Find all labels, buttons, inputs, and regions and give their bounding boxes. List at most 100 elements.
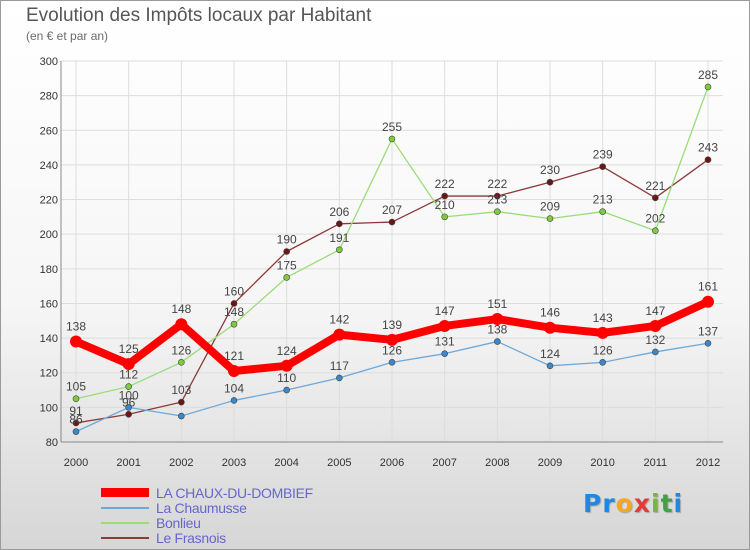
x-tick-label: 2003	[222, 457, 246, 469]
data-point	[72, 419, 80, 427]
data-point	[704, 83, 712, 91]
data-label: 146	[540, 306, 560, 320]
legend-item: La Chaumusse	[101, 499, 313, 516]
data-label: 117	[330, 359, 349, 373]
logo-letter: i	[651, 489, 661, 518]
data-point	[72, 428, 80, 435]
y-tick-label: 160	[40, 298, 58, 310]
data-label: 210	[435, 198, 455, 212]
data-point	[704, 156, 712, 164]
legend-label: Bonlieu	[156, 514, 201, 531]
data-label: 243	[698, 141, 718, 155]
logo-letter: o	[615, 489, 634, 518]
data-label: 222	[435, 177, 455, 191]
legend-item: LA CHAUX-DU-DOMBIEF	[101, 484, 313, 501]
legend-label: LA CHAUX-DU-DOMBIEF	[156, 484, 313, 501]
data-point	[386, 333, 398, 346]
data-label: 148	[171, 302, 191, 316]
x-tick-label: 2008	[485, 457, 509, 469]
data-point	[491, 313, 504, 326]
y-tick-label: 220	[40, 195, 58, 207]
data-label: 142	[329, 313, 349, 327]
data-point	[125, 410, 132, 418]
data-label: 148	[224, 305, 244, 319]
y-tick-label: 100	[40, 402, 58, 414]
data-point	[546, 362, 554, 370]
data-point	[175, 318, 188, 331]
legend-swatch	[101, 488, 149, 497]
data-point	[494, 338, 501, 345]
data-label: 230	[540, 163, 560, 177]
data-label: 239	[593, 148, 613, 162]
legend-item: Le Frasnois	[101, 529, 313, 546]
data-label: 160	[224, 284, 244, 298]
data-point	[441, 350, 448, 357]
data-label: 138	[66, 320, 86, 334]
data-label: 207	[382, 203, 402, 217]
series	[70, 83, 714, 435]
grid	[61, 60, 723, 443]
y-tick-label: 260	[40, 125, 58, 137]
logo-letter: P	[583, 489, 603, 518]
y-tick-label: 140	[40, 333, 58, 345]
data-point	[546, 215, 554, 222]
data-point	[599, 208, 606, 215]
x-tick-label: 2005	[327, 457, 351, 469]
data-point	[494, 192, 501, 200]
y-tick-label: 280	[40, 91, 58, 103]
data-point	[283, 248, 290, 255]
y-tick-label: 200	[40, 229, 58, 241]
legend-label: Le Frasnois	[156, 529, 226, 546]
data-label: 190	[277, 233, 297, 247]
data-point	[441, 192, 448, 200]
data-point	[388, 359, 396, 366]
y-tick-label: 120	[40, 368, 58, 380]
data-point	[599, 359, 606, 366]
proxiti-logo: Proxiti	[583, 489, 683, 518]
data-label: 132	[645, 333, 665, 347]
data-label: 221	[645, 179, 665, 193]
data-point	[125, 404, 132, 411]
legend-swatch	[101, 521, 149, 524]
data-point	[649, 319, 662, 332]
data-point	[122, 358, 135, 371]
data-label: 126	[593, 343, 613, 357]
logo-letter: x	[633, 489, 651, 518]
x-tick-label: 2010	[590, 457, 614, 469]
legend-swatch	[101, 506, 149, 509]
data-label: 213	[487, 193, 507, 207]
data-point	[72, 395, 80, 403]
data-point	[70, 335, 82, 348]
data-label: 91	[69, 404, 83, 418]
data-point	[702, 295, 714, 308]
data-point	[283, 386, 290, 394]
data-point	[230, 320, 238, 328]
x-tick-label: 2006	[380, 457, 404, 469]
data-point	[178, 412, 185, 420]
legend-label: La Chaumusse	[156, 499, 247, 516]
data-point	[178, 359, 185, 366]
data-point	[652, 348, 659, 356]
data-label: 147	[645, 304, 665, 318]
legend: LA CHAUX-DU-DOMBIEF La Chaumusse Bonlieu Le…	[101, 484, 313, 546]
data-label: 125	[119, 342, 139, 356]
data-point	[125, 383, 132, 390]
data-point	[283, 274, 290, 281]
data-label: 138	[487, 323, 507, 337]
data-label: 222	[487, 177, 507, 191]
data-point	[333, 328, 346, 341]
data-label: 143	[593, 311, 613, 325]
data-label: 112	[119, 368, 138, 382]
data-label: 96	[122, 395, 136, 409]
data-label: 124	[277, 344, 297, 358]
data-point	[388, 218, 396, 226]
logo-letter: r	[602, 489, 616, 518]
data-point	[178, 398, 185, 406]
data-label: 110	[277, 371, 296, 385]
data-point	[546, 178, 554, 186]
legend-swatch	[101, 536, 149, 539]
data-label: 137	[698, 324, 718, 338]
data-label: 126	[171, 343, 191, 357]
data-point	[228, 364, 240, 377]
